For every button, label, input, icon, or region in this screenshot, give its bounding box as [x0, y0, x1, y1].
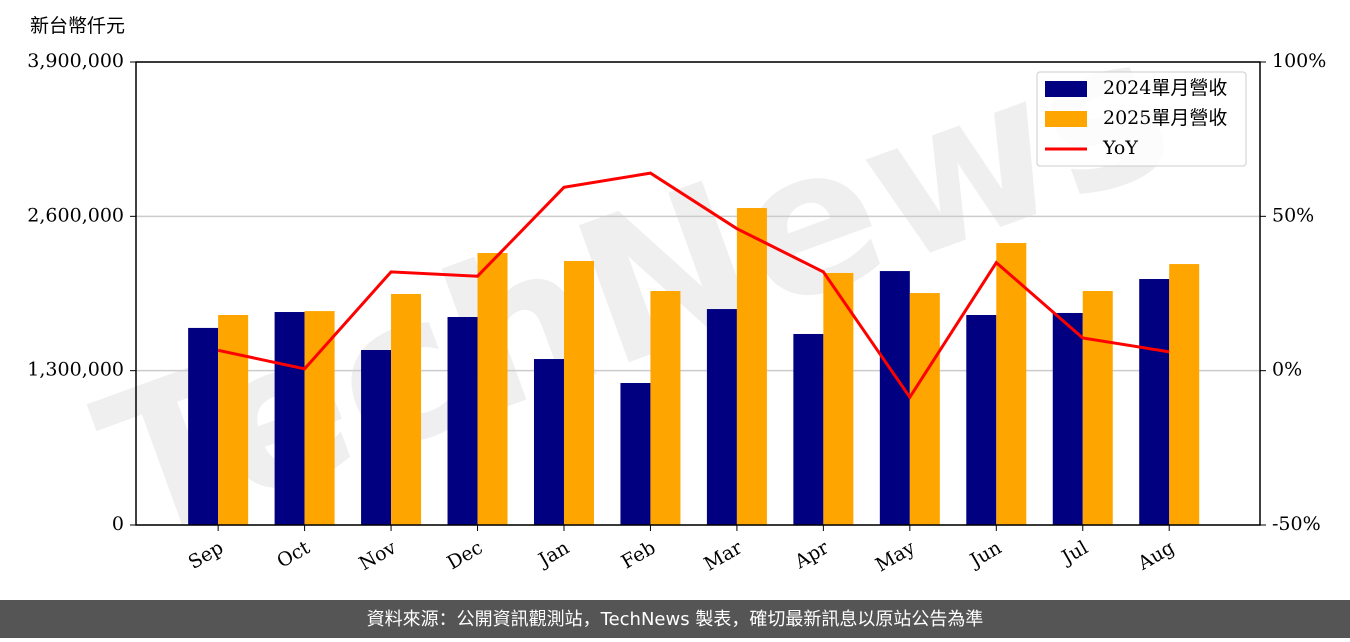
x-tick-label: Aug [1133, 537, 1178, 576]
y2-tick-label: 0% [1272, 359, 1302, 381]
bar [218, 314, 249, 525]
x-tick-label: May [872, 536, 919, 576]
bar [996, 243, 1027, 526]
bar [1082, 291, 1113, 525]
x-tick-label: Nov [355, 536, 400, 575]
x-tick-label: Jul [1057, 537, 1092, 570]
x-tick-label: Apr [790, 536, 833, 573]
bar [274, 312, 305, 525]
legend-label: 2024單月營收 [1103, 77, 1227, 99]
footer: 資料來源：公開資訊觀測站，TechNews 製表，確切最新訊息以原站公告為準 [367, 609, 984, 630]
y-tick-label: 2,600,000 [27, 204, 124, 226]
bar [477, 253, 508, 525]
bar [650, 291, 681, 525]
bar [620, 383, 651, 525]
bar [1052, 312, 1083, 525]
legend-label: 2025單月營收 [1103, 107, 1227, 129]
bar [736, 208, 767, 525]
bar [361, 350, 392, 525]
bar [966, 314, 997, 525]
legend-label: YoY [1102, 137, 1138, 159]
legend-swatch [1045, 111, 1087, 127]
x-tick-label: Oct [273, 536, 314, 572]
bar [533, 359, 564, 525]
footer-bar [0, 600, 1350, 638]
bar [188, 327, 219, 525]
x-tick-label: Dec [443, 537, 486, 575]
y2-tick-label: 100% [1272, 50, 1326, 72]
x-tick-label: Feb [618, 537, 660, 574]
bar [1139, 279, 1170, 525]
y-tick-label: 1,300,000 [27, 359, 124, 381]
x-tick-label: Jun [965, 537, 1006, 573]
legend-swatch [1045, 81, 1087, 97]
bar [879, 271, 910, 525]
bar [1169, 264, 1200, 525]
bar [793, 333, 824, 525]
bar [304, 311, 335, 525]
y2-tick-label: 50% [1272, 204, 1314, 226]
x-tick-label: Jan [533, 537, 573, 573]
bar [391, 293, 422, 525]
y-tick-label: 0 [112, 513, 124, 535]
bar [563, 260, 594, 525]
y-tick-label: 3,900,000 [27, 50, 124, 72]
bar [823, 272, 854, 525]
bar [909, 293, 940, 525]
legend-box [1036, 71, 1247, 167]
yoy-line [217, 171, 1170, 400]
y2-tick-label: -50% [1272, 513, 1321, 535]
x-tick-label: Mar [700, 536, 746, 575]
bar [447, 317, 478, 525]
plot-frame [135, 61, 1261, 526]
bar [706, 309, 737, 525]
y-axis-label: 新台幣仟元 [30, 15, 125, 37]
